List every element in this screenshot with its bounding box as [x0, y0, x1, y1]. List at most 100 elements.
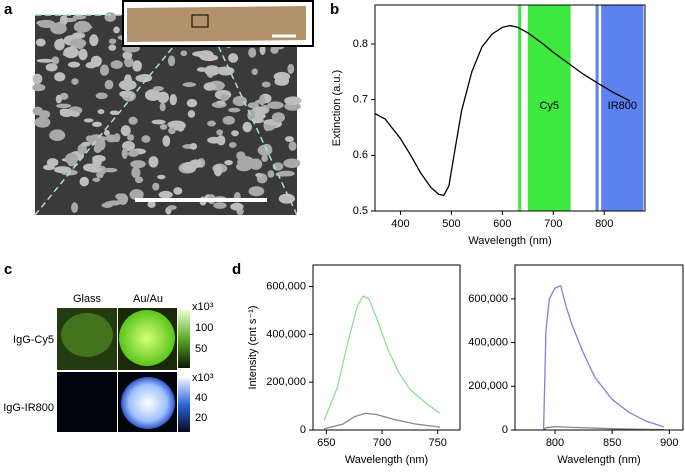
y-tick-label: 600,000 [266, 280, 306, 292]
grain [261, 155, 268, 162]
grain [85, 135, 94, 142]
x-tick-label: 500 [442, 218, 460, 230]
x-tick-label: 650 [317, 437, 335, 449]
grain [224, 160, 233, 166]
grain [104, 12, 116, 22]
grain [85, 62, 97, 69]
grain [78, 48, 88, 61]
grain [92, 121, 102, 127]
grain [186, 98, 198, 108]
grain [56, 103, 72, 109]
grain [213, 202, 227, 209]
grain [213, 164, 223, 177]
y-tick-label: 0.8 [353, 38, 368, 50]
band-label: IR800 [608, 100, 637, 112]
grain [287, 63, 295, 75]
grain [32, 83, 46, 92]
fluor-spot [119, 310, 175, 366]
grain [128, 116, 138, 125]
grain [75, 24, 93, 30]
grain [108, 44, 117, 51]
grain [123, 56, 134, 68]
grain [254, 99, 266, 104]
grain [79, 176, 90, 187]
y-tick-label: 0.7 [353, 94, 368, 106]
y-tick-label: 200,000 [266, 376, 306, 388]
grain [104, 79, 114, 90]
grain [277, 170, 295, 177]
grain [103, 129, 110, 136]
plot-frame [514, 264, 684, 431]
grain [45, 63, 58, 72]
fluor-image [57, 372, 117, 432]
grain [138, 73, 153, 83]
colorbar-unit: x10³ [192, 372, 214, 384]
grain [108, 38, 117, 44]
grain [283, 158, 301, 169]
grain [251, 106, 268, 115]
x-tick-label: 800 [546, 437, 564, 449]
grain [32, 73, 43, 85]
grain [187, 110, 196, 118]
grain [71, 78, 79, 85]
grain [58, 38, 65, 49]
panel-label: d [232, 261, 241, 278]
grain [117, 193, 129, 205]
colorbar-tick: 50 [195, 343, 207, 355]
grain [230, 202, 244, 211]
band-label: Cy5 [539, 100, 559, 112]
grain [204, 65, 220, 76]
grain [242, 121, 253, 133]
grain [119, 90, 133, 98]
colorbar-unit: x10³ [192, 301, 214, 313]
colorbar-tick: 40 [195, 392, 207, 404]
grain [103, 167, 118, 173]
grain [127, 150, 139, 157]
grain [267, 101, 284, 109]
grain [141, 135, 151, 143]
grain [167, 55, 176, 67]
grain [54, 166, 72, 174]
grain [168, 127, 176, 135]
grain [222, 115, 235, 125]
grain [251, 68, 258, 76]
x-tick-label: 900 [660, 437, 678, 449]
grain [152, 86, 164, 92]
grain [147, 200, 156, 208]
grain [51, 56, 60, 65]
grain [113, 26, 120, 34]
grain [216, 100, 226, 105]
grain [65, 153, 79, 165]
grain [257, 144, 273, 156]
grain [232, 95, 248, 107]
grain [216, 129, 224, 136]
grain [131, 166, 141, 179]
y-axis-title: Extinction (a.u.) [331, 70, 343, 146]
grain [239, 156, 246, 166]
grain [35, 38, 46, 47]
grain [36, 58, 54, 63]
series-line [543, 426, 664, 431]
grain [284, 136, 294, 142]
grain [274, 77, 289, 86]
grain [97, 109, 105, 115]
grain [83, 163, 97, 172]
grain [69, 45, 77, 53]
x-axis-title: Wavelength (nm) [557, 454, 640, 466]
grain [121, 147, 128, 160]
column-label: Glass [73, 293, 102, 305]
grain [34, 116, 51, 128]
x-tick-label: 400 [391, 218, 409, 230]
x-tick-label: 700 [544, 218, 562, 230]
x-axis-title: Wavelength (nm) [468, 235, 551, 247]
series-line [323, 412, 441, 430]
plot-frame [312, 264, 461, 431]
y-tick-label: 400,000 [266, 328, 306, 340]
grain [92, 177, 101, 182]
grain [288, 141, 297, 151]
grain [203, 82, 216, 91]
grain [200, 54, 219, 62]
grain [248, 47, 257, 58]
grain [151, 119, 166, 125]
grain [32, 106, 44, 116]
